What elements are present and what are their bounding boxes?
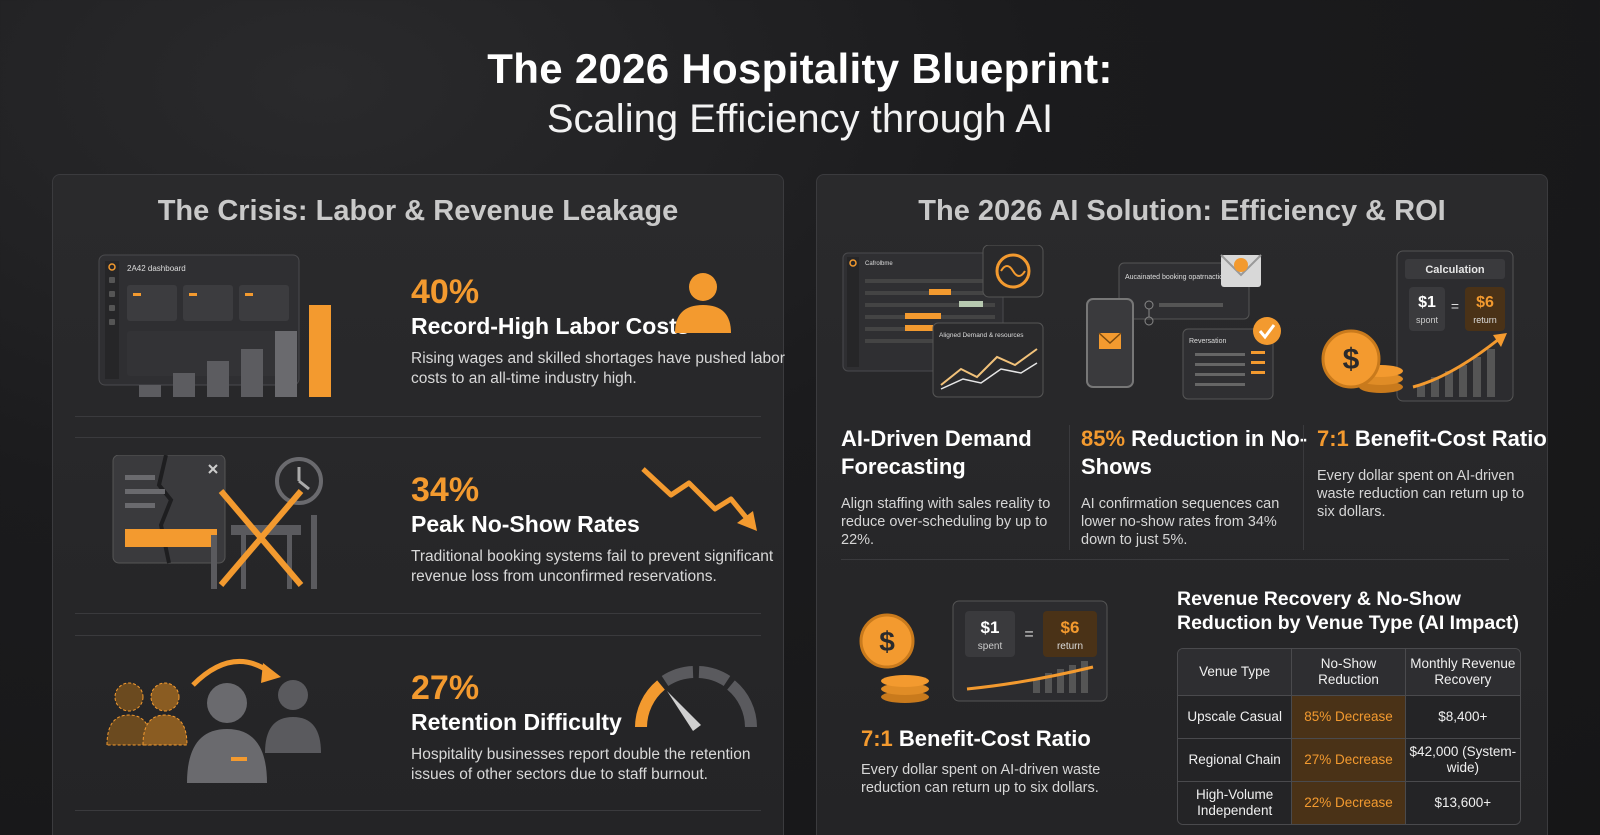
booking-confirmation-illustration: Aucainated booking opatrnaction sequence… [1086,254,1281,400]
dashboard-illustration: 2A42 dashboard [98,254,331,397]
solution-forecasting: AI-Driven Demand Forecasting Align staff… [841,425,1071,549]
divider [75,437,761,438]
table-header-cell: No-Show Reduction [1291,649,1404,695]
reservation-label: Reversation [1189,338,1226,345]
svg-text:$: $ [879,626,895,657]
calc-right-value: $6 [1476,294,1494,311]
calc-label: Calculation [1425,264,1485,276]
ratio-block-heading: 7:1 Benefit-Cost Ratio [861,726,1091,751]
table-cell: 22% Decrease [1291,782,1405,824]
ratio-block-desc: Every dollar spent on AI-driven waste re… [861,762,1101,796]
page-subtitle: Scaling Efficiency through AI [546,97,1054,141]
table-cell: High-Volume Independent [1196,787,1274,818]
table-cell: Regional Chain [1188,752,1281,767]
table-row: Upscale Casual 85% Decrease $8,400+ [1178,695,1520,738]
ratio-illustration: $1 spent = $6 return $ [859,600,1108,703]
retention-stat-heading: Retention Difficulty [411,709,622,735]
calc-right-caption: return [1473,315,1497,325]
solution-ratio: 7:1 Benefit-Cost Ratio Every dollar spen… [1317,425,1547,521]
labor-stat-desc: Rising wages and skilled shortages have … [411,350,785,387]
roi-calculation-illustration: Calculation $1 spont = $6 return $ [1321,250,1514,402]
staff-turnover-illustration [106,658,321,783]
revenue-recovery-table: Venue Type No-Show Reduction Monthly Rev… [1177,648,1521,825]
table-cell: $8,400+ [1404,696,1520,738]
ratio-heading: 7:1 Benefit-Cost Ratio [1317,426,1547,451]
retention-stat-percent: 27% [411,669,480,707]
calc-equals: = [1451,298,1459,314]
crisis-item-retention: 27% Retention Difficulty Hospitality bus… [75,653,761,833]
labor-stat-heading: Record-High Labor Costs [411,313,690,339]
solution-noshow: 85% Reduction in No-Shows AI confirmatio… [1081,425,1311,549]
crisis-panel: The Crisis: Labor & Revenue Leakage 2A42… [52,174,785,835]
ratio-left-value: $1 [981,618,1000,637]
calc-left-caption: spont [1416,315,1439,325]
dashboard-label: 2A42 dashboard [127,264,186,273]
divider [75,416,761,417]
table-cell: 85% Decrease [1291,696,1405,738]
noshow-stat-percent: 34% [411,471,480,509]
table-header-row: Venue Type No-Show Reduction Monthly Rev… [1178,649,1520,695]
table-row: Regional Chain 27% Decrease $42,000 (Sys… [1178,738,1520,781]
forecast-dashboard-illustration: Cafrolbme Aligned Demand & resources [842,245,1044,398]
table-cell: $13,600+ [1404,782,1520,824]
divider [841,559,1509,560]
calc-left-value: $1 [1418,294,1436,311]
page-title: The 2026 Hospitality Blueprint: [487,45,1113,92]
person-icon [675,273,731,333]
table-title: Revenue Recovery & No-Show Reduction by … [1177,588,1520,634]
table-cell: Upscale Casual [1187,709,1282,724]
crisis-item-labor: 2A42 dashboard 40% Record-High Labor Cos… [75,253,785,433]
forecast-window-title: Cafrolbme [865,261,893,267]
ratio-left-caption: spent [978,641,1003,652]
cancelled-booking-illustration [112,455,323,589]
ratio-desc: Every dollar spent on AI-driven waste re… [1317,468,1525,520]
table-cell: 27% Decrease [1291,739,1405,781]
page-header: The 2026 Hospitality Blueprint: Scaling … [0,45,1600,142]
noshow-heading: 85% Reduction in No-Shows [1081,426,1308,479]
divider [75,635,761,636]
divider [1069,425,1070,550]
svg-text:=: = [1024,626,1033,643]
labor-stat-percent: 40% [411,273,480,311]
crisis-item-noshow: 34% Peak No-Show Rates Traditional booki… [75,455,773,635]
ratio-right-caption: return [1057,641,1083,652]
table-row: High-Volume Independent 22% Decrease $13… [1178,781,1520,824]
noshow-desc: AI confirmation sequences can lower no-s… [1081,496,1280,548]
table-header-cell: Monthly Revenue Recovery [1404,649,1520,695]
trend-down-icon [641,467,757,531]
noshow-stat-heading: Peak No-Show Rates [411,511,640,537]
divider [75,613,761,614]
retention-stat-desc: Hospitality businesses report double the… [411,746,751,783]
table-header-cell: Venue Type [1199,664,1271,679]
forecasting-desc: Align staffing with sales reality to red… [841,496,1051,548]
ratio-right-value: $6 [1061,618,1080,637]
forecasting-heading: AI-Driven Demand Forecasting [841,426,1032,479]
crisis-panel-title: The Crisis: Labor & Revenue Leakage [157,195,679,227]
solution-panel: The 2026 AI Solution: Efficiency & ROI C… [816,174,1548,835]
forecast-chart-label: Aligned Demand & resources [939,332,1024,339]
divider [1303,425,1304,550]
divider [75,810,761,811]
table-cell: $42,000 (System-wide) [1404,739,1520,781]
booking-card-text: Aucainated booking opatrnaction sequence [1125,274,1259,281]
gauge-icon [635,666,757,731]
noshow-stat-desc: Traditional booking systems fail to prev… [411,548,774,585]
svg-text:$: $ [1343,343,1360,376]
solution-panel-title: The 2026 AI Solution: Efficiency & ROI [918,195,1446,227]
